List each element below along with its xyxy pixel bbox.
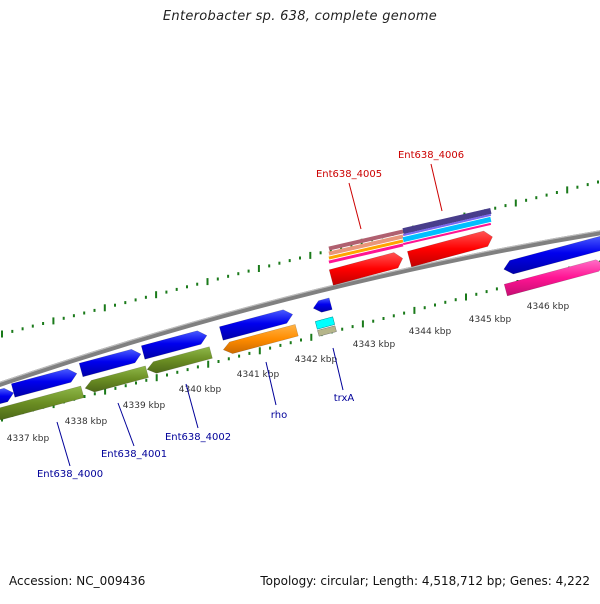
feature-track-4005 <box>328 234 404 256</box>
gene-arrow-pink <box>503 259 600 297</box>
gene-arrow-forward <box>78 349 142 378</box>
kbp-tick-label: 4344 kbp <box>409 327 452 337</box>
gene-label-leader <box>332 347 344 391</box>
feature-track-4006 <box>402 216 492 243</box>
feature-track-4005 <box>328 239 404 260</box>
gene-label-leader <box>265 361 277 406</box>
gene-label: Ent638_4000 <box>37 469 103 480</box>
gene-label-leader <box>56 421 71 467</box>
gene-label: Ent638_4005 <box>316 169 382 180</box>
feature-track-4005 <box>328 229 404 251</box>
gene-trxA <box>314 316 336 330</box>
feature-track-4006 <box>402 208 492 234</box>
feature-track-4005 <box>328 243 404 264</box>
kbp-tick-label: 4337 kbp <box>7 434 50 444</box>
gene-label-leader <box>117 402 135 447</box>
page-title: Enterobacter sp. 638, complete genome <box>162 9 438 24</box>
kbp-tick-label: 4341 kbp <box>237 370 280 380</box>
gene-trxA-lower <box>317 325 337 337</box>
gene-label: Ent638_4006 <box>398 150 464 161</box>
accession-label: Accession: NC_009436 <box>9 574 146 588</box>
gene-arrow-forward <box>503 236 600 275</box>
genome-summary: Topology: circular; Length: 4,518,712 bp… <box>260 574 590 588</box>
gene-arrow-reverse <box>0 385 85 421</box>
feature-track-4006 <box>402 213 492 237</box>
gene-arrow-rho <box>222 324 299 354</box>
feature-track-4006 <box>402 222 492 246</box>
kbp-tick-label: 4346 kbp <box>527 302 570 312</box>
gene-label: Ent638_4001 <box>101 449 167 460</box>
gene-arrow-forward <box>219 309 294 341</box>
genome-backbone-highlight <box>0 230 600 383</box>
gene-arrow-forward <box>0 387 14 405</box>
gene-arrow-forward <box>10 368 78 398</box>
kbp-tick-label: 4343 kbp <box>353 340 396 350</box>
gene-label-leader <box>348 182 362 230</box>
kbp-tick-label: 4338 kbp <box>65 417 108 427</box>
gene-arrow-forward <box>312 297 333 313</box>
gene-label: rho <box>271 410 287 421</box>
gene-arrow-highlight <box>328 252 404 286</box>
kbp-tick-label: 4340 kbp <box>179 385 222 395</box>
genome-backbone <box>0 230 600 387</box>
kbp-tick-label: 4345 kbp <box>469 315 512 325</box>
gene-label-leader <box>185 383 199 429</box>
gene-label: Ent638_4002 <box>165 432 231 443</box>
gene-label-leader <box>430 163 443 212</box>
kbp-tick-label: 4342 kbp <box>295 355 338 365</box>
gene-arrow-forward <box>140 330 208 360</box>
kbp-tick-label: 4339 kbp <box>123 401 166 411</box>
gene-arrow-reverse <box>84 365 149 393</box>
gene-arrow-highlight <box>407 230 493 268</box>
gene-arrow-reverse <box>146 346 213 374</box>
gene-label: trxA <box>334 393 355 404</box>
